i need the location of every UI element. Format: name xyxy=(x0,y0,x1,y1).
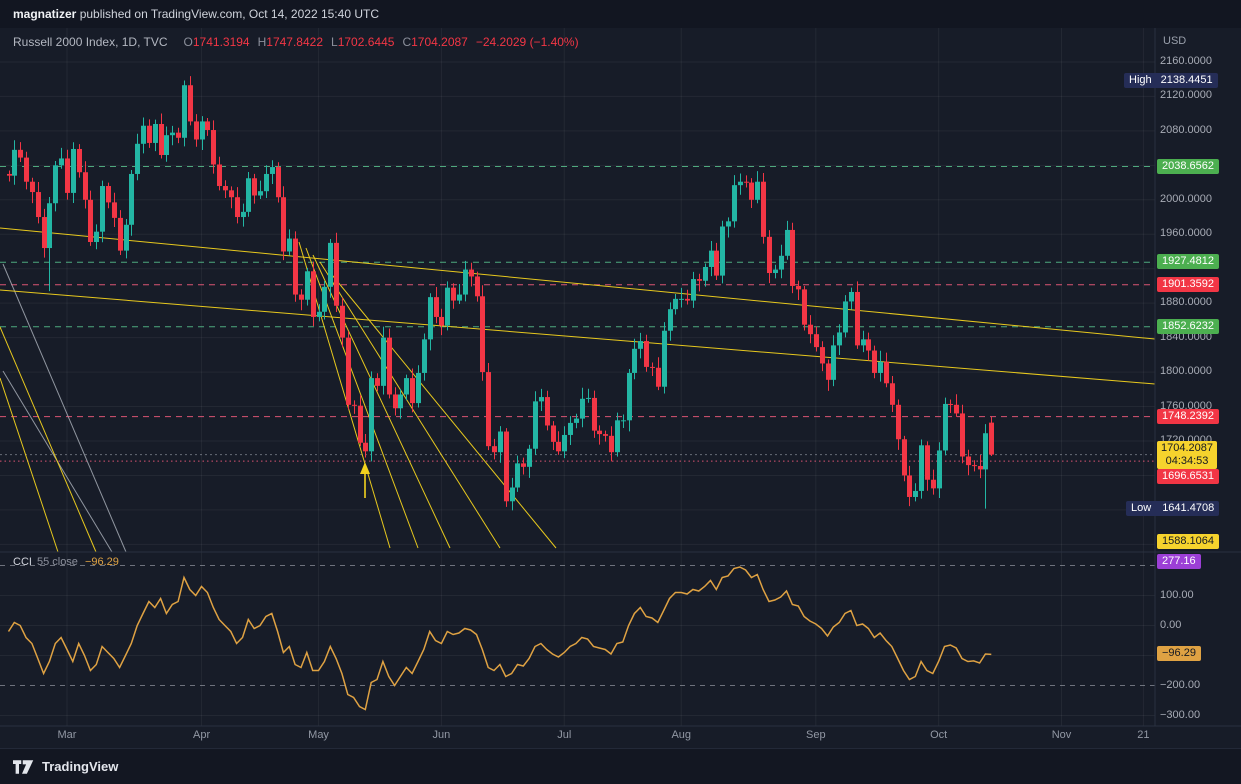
time-tick-label: May xyxy=(308,729,329,741)
price-level-label: 1901.3592 xyxy=(1157,276,1219,292)
last-price-label: 1704.2087 04:34:53 xyxy=(1157,440,1217,469)
time-tick-label: Sep xyxy=(806,729,826,741)
price-level-label: 1748.2392 xyxy=(1157,408,1219,424)
ohlc-low-value: 1702.6445 xyxy=(337,35,395,49)
cci-tick-label: −300.00 xyxy=(1160,708,1201,721)
time-tick-label: Jun xyxy=(432,729,451,741)
price-tick-label: 2080.0000 xyxy=(1160,123,1212,136)
price-tick-label: 1800.0000 xyxy=(1160,365,1212,378)
time-tick-label: Oct xyxy=(930,729,948,741)
cci-title: CCI xyxy=(13,556,32,568)
ohlc-high-value: 1747.8422 xyxy=(266,35,324,49)
price-tick-label: 2120.0000 xyxy=(1160,89,1212,102)
tradingview-brand: TradingView xyxy=(42,759,119,774)
pane-dividers xyxy=(0,28,1241,727)
price-level-label: 1927.4812 xyxy=(1157,254,1219,270)
price-level-label: 1696.6531 xyxy=(1157,469,1219,485)
ohlc-low-label: L xyxy=(331,35,338,49)
time-tick-label: Nov xyxy=(1051,729,1072,741)
price-tick-label: 1760.0000 xyxy=(1160,399,1212,412)
price-tick-label: 1960.0000 xyxy=(1160,227,1212,240)
ohlc-high-label: H xyxy=(257,35,267,49)
attribution-bar: magnatizer published on TradingView.com,… xyxy=(0,0,1241,28)
footer-bar: TradingView xyxy=(0,748,1241,784)
change-value: −24.2029 (−1.40%) xyxy=(475,35,579,49)
price-level-label: 1588.1064 xyxy=(1157,534,1219,549)
cci-header: CCI 55 close −96.29 xyxy=(13,556,119,568)
high-marker-label: High 2138.4451 xyxy=(1124,72,1218,88)
time-tick-label: Jul xyxy=(557,729,572,741)
currency-label: USD xyxy=(1163,35,1187,47)
cci-tick-label: 100.00 xyxy=(1160,588,1194,601)
attribution-username: magnatizer xyxy=(13,7,77,21)
price-level-lines xyxy=(0,166,1155,462)
price-level-label: 2038.6562 xyxy=(1157,158,1219,174)
time-tick-label: Mar xyxy=(57,729,77,741)
attribution-text: published on TradingView.com, Oct 14, 20… xyxy=(76,7,379,21)
cci-tick-label: 0.00 xyxy=(1160,618,1182,631)
symbol-header: Russell 2000 Index, 1D, TVC O1741.3194 H17… xyxy=(13,35,579,49)
low-marker-label: Low 1641.4708 xyxy=(1126,500,1220,516)
ohlc-close-label: C xyxy=(402,35,412,49)
cci-hline-label: 277.16 xyxy=(1157,554,1201,569)
ohlc-close-value: 1704.2087 xyxy=(411,35,468,49)
price-tick-label: 2160.0000 xyxy=(1160,54,1212,67)
price-tick-label: 1880.0000 xyxy=(1160,296,1212,309)
price-level-label: 1852.6232 xyxy=(1157,318,1219,334)
time-tick-label: Aug xyxy=(671,729,692,741)
cci-value-label: −96.29 xyxy=(1157,646,1201,662)
symbol-title: Russell 2000 Index, 1D, TVC xyxy=(13,35,168,49)
chart-canvas[interactable] xyxy=(0,28,1241,748)
ohlc-open-value: 1741.3194 xyxy=(192,35,250,49)
chart-area[interactable]: Russell 2000 Index, 1D, TVC O1741.3194 H17… xyxy=(0,28,1241,748)
time-tick-label: Apr xyxy=(192,729,211,741)
trend-lines xyxy=(0,227,1156,553)
cci-current-value: −96.29 xyxy=(84,556,119,568)
cci-params: 55 close xyxy=(36,556,78,568)
time-tick-label: 21 xyxy=(1137,729,1150,741)
time-axis[interactable] xyxy=(0,726,1155,748)
price-tick-label: 2000.0000 xyxy=(1160,192,1212,205)
tradingview-logo-icon[interactable] xyxy=(13,759,34,774)
ohlc-open-label: O xyxy=(183,35,193,49)
cci-tick-label: −200.00 xyxy=(1160,678,1201,691)
candlesticks xyxy=(7,76,994,511)
cci-plot xyxy=(0,565,1155,711)
